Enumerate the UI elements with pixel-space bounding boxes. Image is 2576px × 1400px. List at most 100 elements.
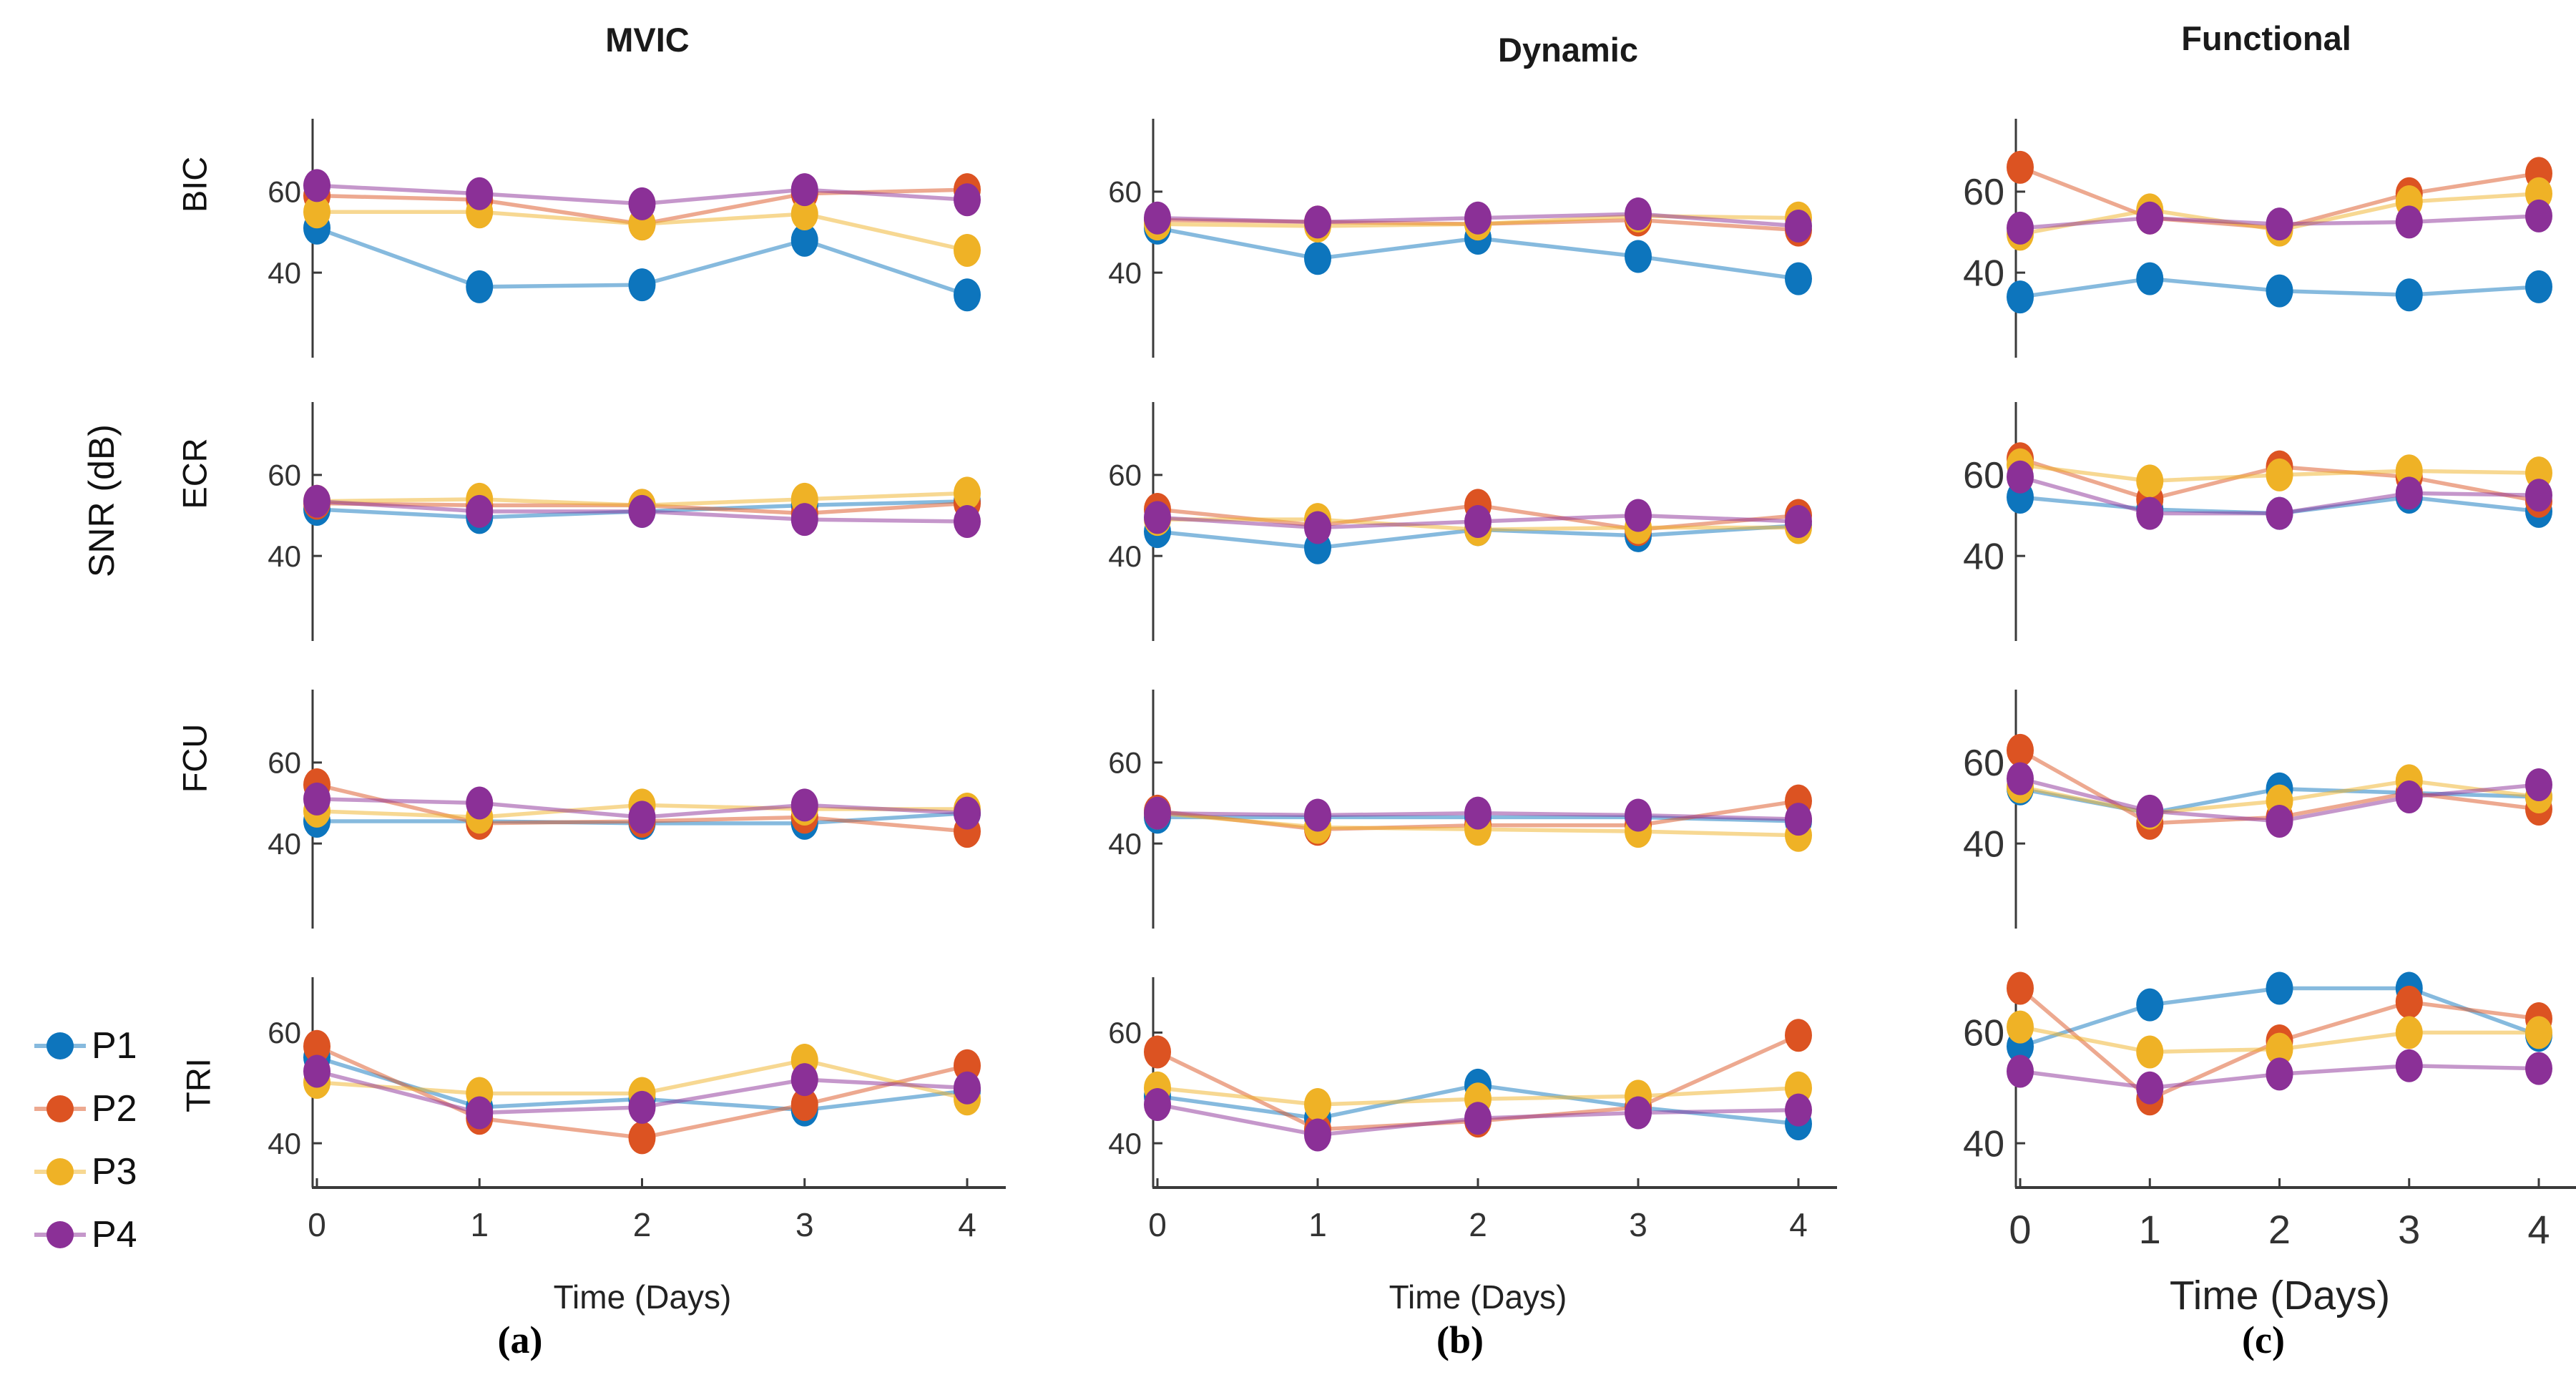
marker-P4-day2: [1464, 1102, 1492, 1135]
marker-P4-day2: [1464, 796, 1492, 830]
marker-P4-day2: [2266, 1057, 2293, 1091]
row-label-bic: BIC: [175, 156, 214, 213]
legend-item-p1: P1: [34, 1014, 137, 1077]
marker-P4-day1: [2136, 496, 2164, 530]
column-title-functional: Functional: [2181, 19, 2351, 57]
marker-P4-day3: [2395, 780, 2423, 814]
marker-P1-day0: [2007, 280, 2034, 314]
x-tick-label: 3: [1629, 1206, 1647, 1243]
x-tick-label: 4: [2527, 1207, 2550, 1252]
x-tick-label: 1: [2139, 1207, 2161, 1252]
subplot-FCU-Dynamic: 40 60: [1108, 690, 1812, 929]
marker-P4-day1: [2136, 1071, 2164, 1105]
marker-P3-day3: [790, 197, 818, 231]
marker-P2-day0: [1144, 1035, 1171, 1069]
column-title-dynamic: Dynamic: [1498, 31, 1638, 69]
marker-P3-day4: [954, 476, 981, 510]
marker-P4-day1: [1304, 1118, 1331, 1152]
y-tick-label: 40: [1963, 1123, 2004, 1165]
marker-P4-day3: [790, 173, 818, 207]
y-axis-label: SNR (dB): [82, 424, 122, 577]
y-tick-label: 40: [1108, 827, 1142, 861]
marker-P4-day1: [1304, 205, 1331, 239]
y-tick-label: 40: [1963, 823, 2004, 865]
marker-P4-day2: [1464, 505, 1492, 538]
legend: P1 P2 P3 P4: [34, 1014, 137, 1266]
y-tick-label: 40: [1963, 253, 2004, 294]
y-tick-label: 60: [1108, 1016, 1142, 1049]
subplot-FCU-MVIC: 40 60: [268, 690, 981, 929]
x-tick-label: 1: [1308, 1206, 1327, 1243]
x-tick-label: 3: [795, 1206, 814, 1243]
marker-P2-day0: [2007, 150, 2034, 184]
marker-P3-day0: [2007, 1010, 2034, 1044]
legend-item-p3: P3: [34, 1140, 137, 1203]
legend-label-p4: P4: [92, 1214, 137, 1255]
legend-label-p2: P2: [92, 1088, 137, 1130]
marker-P4-day2: [628, 801, 656, 834]
legend-item-p4: P4: [34, 1203, 137, 1266]
x-tick-label: 4: [958, 1206, 976, 1243]
panel-letter-b: (b): [1436, 1318, 1484, 1361]
marker-P4-day4: [2525, 199, 2552, 232]
legend-label-p1: P1: [92, 1025, 137, 1067]
marker-P4-day4: [954, 1071, 981, 1105]
marker-P1-day4: [1785, 262, 1812, 295]
marker-P4-day4: [1785, 1093, 1812, 1127]
marker-P3-day4: [2525, 1016, 2552, 1049]
subplot-ECR-Dynamic: 40 60: [1108, 402, 1812, 641]
marker-P4-day3: [1625, 798, 1652, 832]
marker-P3-day4: [954, 233, 981, 267]
x-tick-label: 3: [2398, 1207, 2420, 1252]
marker-P4-day1: [466, 1096, 494, 1130]
subplot-FCU-Functional: 40 60: [1963, 690, 2552, 929]
marker-P2-day0: [2007, 971, 2034, 1005]
marker-P2-day3: [2395, 985, 2423, 1019]
y-tick-label: 40: [1963, 536, 2004, 577]
marker-P4-day0: [2007, 1054, 2034, 1088]
marker-P4-day3: [790, 788, 818, 822]
marker-P1-day3: [2395, 278, 2423, 312]
marker-P2-day0: [2007, 733, 2034, 767]
marker-P4-day0: [1144, 796, 1171, 830]
y-tick-label: 60: [268, 1016, 301, 1049]
subplot-TRI-Dynamic: 40 60 0 1 2 3 4: [1108, 977, 1837, 1243]
y-tick-label: 40: [1108, 1127, 1142, 1160]
marker-P4-day0: [1144, 1087, 1171, 1121]
marker-P2-day2: [628, 1121, 656, 1155]
marker-P1-day1: [2136, 262, 2164, 295]
y-tick-label: 60: [268, 175, 301, 209]
subplot-BIC-Dynamic: 40 60: [1108, 119, 1812, 358]
marker-P3-day1: [2136, 1035, 2164, 1069]
marker-P4-day0: [303, 169, 330, 202]
marker-P4-day2: [2266, 804, 2293, 838]
subplot-TRI-Functional: 40 60 0 1 2 3 4: [1963, 971, 2576, 1252]
marker-P4-day0: [2007, 762, 2034, 796]
marker-P2-day4: [1785, 1019, 1812, 1052]
row-label-tri: TRI: [179, 1058, 217, 1112]
row-label-fcu: FCU: [175, 723, 214, 793]
column-title-mvic: MVIC: [605, 21, 690, 59]
marker-P4-day2: [2266, 207, 2293, 241]
marker-P4-day1: [2136, 201, 2164, 235]
x-tick-label: 0: [2009, 1207, 2031, 1252]
x-tick-label: 2: [1469, 1206, 1487, 1243]
marker-P4-day4: [1785, 505, 1812, 538]
y-tick-label: 60: [1963, 1013, 2004, 1054]
marker-P4-day2: [2266, 496, 2293, 530]
marker-P1-day2: [628, 268, 656, 302]
legend-marker-p4: [34, 1218, 86, 1252]
legend-marker-p2: [34, 1092, 86, 1126]
y-tick-label: 40: [268, 256, 301, 290]
subplot-BIC-Functional: 40 60: [1963, 119, 2552, 358]
marker-P3-day1: [2136, 464, 2164, 498]
marker-P1-day3: [790, 223, 818, 257]
marker-P3-day2: [2266, 458, 2293, 491]
marker-P4-day3: [1625, 499, 1652, 532]
marker-P4-day3: [2395, 205, 2423, 239]
marker-P4-day0: [2007, 211, 2034, 245]
x-axis-label-dynamic: Time (Days): [1389, 1278, 1567, 1316]
marker-P4-day2: [628, 494, 656, 528]
marker-P4-day2: [1464, 201, 1492, 235]
legend-marker-p3: [34, 1155, 86, 1189]
